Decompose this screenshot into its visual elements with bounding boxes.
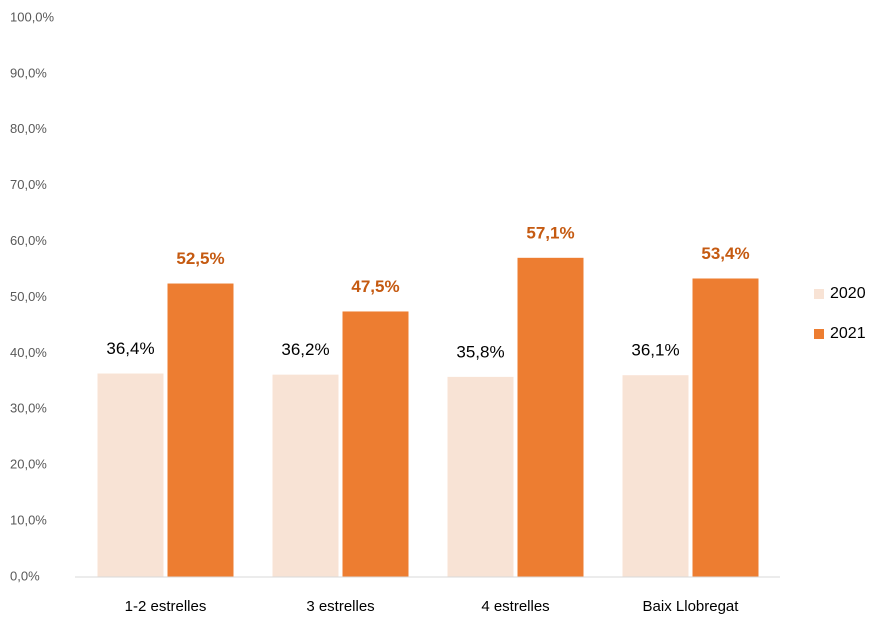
value-label: 52,5%	[176, 249, 224, 268]
y-tick-label: 80,0%	[10, 121, 47, 136]
y-tick-label: 60,0%	[10, 233, 47, 248]
y-tick-label: 30,0%	[10, 401, 47, 416]
y-tick-label: 20,0%	[10, 457, 47, 472]
bar	[447, 376, 514, 577]
bar	[272, 374, 339, 577]
bar	[622, 375, 689, 577]
value-label: 36,1%	[631, 341, 679, 360]
value-label: 47,5%	[351, 277, 399, 296]
bar	[517, 257, 584, 577]
legend-label: 2021	[830, 325, 866, 342]
legend-swatch	[814, 289, 824, 299]
value-label: 36,2%	[281, 340, 329, 359]
legend-swatch	[814, 329, 824, 339]
value-label: 35,8%	[456, 342, 504, 361]
y-tick-label: 10,0%	[10, 513, 47, 528]
y-tick-label: 50,0%	[10, 289, 47, 304]
x-tick-label: 3 estrelles	[306, 598, 374, 615]
y-tick-label: 100,0%	[10, 9, 55, 24]
y-tick-label: 70,0%	[10, 177, 47, 192]
bar	[342, 311, 409, 577]
bar	[97, 373, 164, 577]
bar	[692, 278, 759, 577]
x-tick-label: 1-2 estrelles	[125, 598, 207, 615]
y-tick-label: 90,0%	[10, 65, 47, 80]
value-label: 53,4%	[701, 244, 749, 263]
bar	[167, 283, 234, 577]
legend-label: 2020	[830, 285, 866, 302]
y-tick-label: 40,0%	[10, 345, 47, 360]
y-tick-label: 0,0%	[10, 568, 40, 583]
value-label: 57,1%	[526, 223, 574, 242]
x-tick-label: 4 estrelles	[481, 598, 549, 615]
x-tick-label: Baix Llobregat	[643, 598, 740, 615]
value-label: 36,4%	[106, 339, 154, 358]
